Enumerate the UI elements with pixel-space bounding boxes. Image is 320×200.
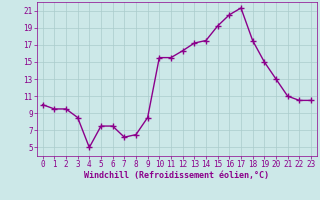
- X-axis label: Windchill (Refroidissement éolien,°C): Windchill (Refroidissement éolien,°C): [84, 171, 269, 180]
